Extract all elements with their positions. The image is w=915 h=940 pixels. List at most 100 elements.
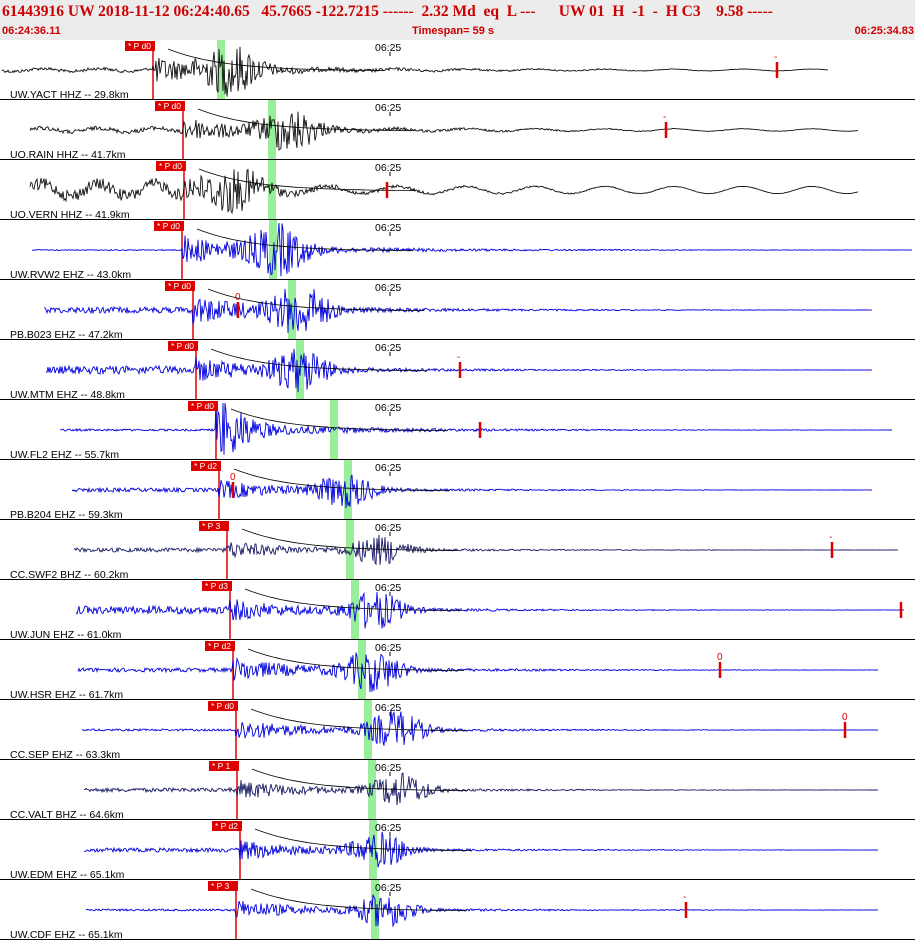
- station-label: CC.SWF2 BHZ -- 60.2km: [10, 569, 129, 581]
- coda-decay-curve: [207, 288, 425, 311]
- trace-panel[interactable]: * P 3 06:25 - CC.SWF2 BHZ -- 60.2km: [0, 520, 915, 581]
- phase-label-box[interactable]: [156, 161, 186, 171]
- coda-decay-curve: [167, 48, 385, 71]
- phase-label-box[interactable]: [209, 761, 239, 771]
- coda-decay-curve: [210, 348, 428, 371]
- station-label: CC.VALT BHZ -- 64.6km: [10, 809, 124, 821]
- minute-mark: 06:25: [375, 762, 401, 774]
- event-title: 61443916 UW 2018-11-12 06:24:40.65 45.76…: [2, 3, 773, 20]
- minute-mark: 06:25: [375, 42, 401, 54]
- minute-mark: 06:25: [375, 822, 401, 834]
- trace-panel[interactable]: * P d3 06:25 UW.JUN EHZ -- 61.0km: [0, 580, 915, 641]
- s-wave-window: [344, 460, 352, 520]
- trace-panel[interactable]: * P d0 06:25 0 PB.B023 EHZ -- 47.2km: [0, 280, 915, 341]
- phase-label-box[interactable]: [188, 401, 218, 411]
- station-label: UW.RVW2 EHZ -- 43.0km: [10, 269, 131, 281]
- phase-label-box[interactable]: [202, 581, 232, 591]
- minute-mark: 06:25: [375, 882, 401, 894]
- trace-panel[interactable]: * P d0 06:25 UW.FL2 EHZ -- 55.7km: [0, 400, 915, 461]
- phase-label: * P 1: [212, 761, 231, 771]
- phase-label-box[interactable]: [212, 821, 242, 831]
- phase-label-box[interactable]: [154, 221, 184, 231]
- coda-pick-tag: -: [683, 892, 686, 903]
- phase-label: * P d0: [211, 701, 234, 711]
- phase-label-box[interactable]: [155, 101, 185, 111]
- station-label: UW.MTM EHZ -- 48.8km: [10, 389, 125, 401]
- end-time: 06:25:34.83: [854, 25, 914, 37]
- phase-label-box[interactable]: [165, 281, 195, 291]
- coda-pick-tag: -: [457, 352, 460, 363]
- station-label: UW.HSR EHZ -- 61.7km: [10, 689, 123, 701]
- coda-pick-tag: 0: [842, 712, 848, 723]
- phase-label: * P d0: [128, 41, 151, 51]
- s-wave-window: [368, 760, 376, 820]
- coda-decay-curve: [250, 888, 468, 911]
- phase-label: * P d3: [205, 581, 228, 591]
- minute-mark: 06:25: [375, 462, 401, 474]
- coda-decay-curve: [233, 468, 451, 491]
- waveform: [44, 288, 872, 333]
- trace-panel[interactable]: * P d2 06:25 0 PB.B204 EHZ -- 59.3km: [0, 460, 915, 521]
- coda-decay-curve: [198, 168, 416, 191]
- phase-label-box[interactable]: [191, 461, 221, 471]
- s-wave-window: [346, 520, 354, 580]
- coda-pick-tag: 0: [717, 652, 723, 663]
- waveform: [83, 772, 879, 806]
- station-label: UW.FL2 EHZ -- 55.7km: [10, 449, 119, 461]
- coda-decay-curve: [197, 108, 415, 131]
- minute-mark: 06:25: [375, 642, 401, 654]
- station-label: UW.EDM EHZ -- 65.1km: [10, 869, 125, 881]
- trace-panel[interactable]: * P 3 06:25 - UW.CDF EHZ -- 65.1km: [0, 880, 915, 940]
- trace-panel[interactable]: * P d0 06:25 UW.RVW2 EHZ -- 43.0km: [0, 220, 915, 281]
- waveform: [1, 46, 828, 97]
- waveform: [29, 111, 859, 151]
- trace-panel[interactable]: * P d2 06:25 UW.EDM EHZ -- 65.1km: [0, 820, 915, 881]
- phase-label-box[interactable]: [168, 341, 198, 351]
- trace-panel[interactable]: * P d0 06:25 - UO.RAIN HHZ -- 41.7km: [0, 100, 915, 161]
- trace-panel[interactable]: * P d2 06:25 0 UW.HSR EHZ -- 61.7km: [0, 640, 915, 701]
- coda-decay-curve: [250, 708, 468, 731]
- phase-label: * P d0: [171, 341, 194, 351]
- minute-mark: 06:25: [375, 402, 401, 414]
- trace-panel[interactable]: * P 1 06:25 CC.VALT BHZ -- 64.6km: [0, 760, 915, 821]
- coda-decay-curve: [241, 528, 459, 551]
- station-label: CC.SEP EHZ -- 63.3km: [10, 749, 120, 761]
- coda-decay-curve: [244, 588, 462, 611]
- phase-label: * P d0: [157, 221, 180, 231]
- coda-decay-curve: [230, 408, 448, 431]
- station-label: UW.YACT HHZ -- 29.8km: [10, 89, 129, 101]
- waveform: [75, 591, 904, 629]
- waveform: [73, 534, 899, 566]
- phase-label-box[interactable]: [208, 701, 238, 711]
- s-wave-window: [369, 820, 377, 880]
- timespan-label: Timespan= 59 s: [412, 25, 495, 37]
- s-wave-window: [268, 100, 276, 160]
- minute-mark: 06:25: [375, 222, 401, 234]
- trace-panel[interactable]: * P d0 06:25 - UW.YACT HHZ -- 29.8km: [0, 40, 915, 101]
- trace-panel[interactable]: * P d0 06:25 - UW.MTM EHZ -- 48.8km: [0, 340, 915, 401]
- minute-mark: 06:25: [375, 342, 401, 354]
- trace-panel[interactable]: * P d0 06:25 0 CC.SEP EHZ -- 63.3km: [0, 700, 915, 761]
- waveform: [84, 831, 879, 868]
- waveform: [85, 894, 878, 928]
- phase-label-box[interactable]: [125, 41, 155, 51]
- seismogram-panels[interactable]: * P d0 06:25 - UW.YACT HHZ -- 29.8km * P d0 0…: [0, 40, 915, 940]
- coda-decay-curve: [254, 828, 472, 851]
- minute-mark: 06:25: [375, 102, 401, 114]
- s-wave-window: [268, 160, 276, 220]
- phase-label-box[interactable]: [199, 521, 229, 531]
- station-label: PB.B204 EHZ -- 59.3km: [10, 509, 123, 521]
- coda-decay-curve: [251, 768, 469, 791]
- phase-label-box[interactable]: [208, 881, 238, 891]
- minute-mark: 06:25: [375, 162, 401, 174]
- phase-label-box[interactable]: [205, 641, 235, 651]
- phase-label: * P d2: [215, 821, 238, 831]
- station-label: UO.VERN HHZ -- 41.9km: [10, 209, 130, 221]
- minute-mark: 06:25: [375, 702, 401, 714]
- waveform: [59, 402, 893, 455]
- coda-decay-curve: [196, 228, 414, 251]
- coda-pick-tag: -: [774, 52, 777, 63]
- phase-label: * P d2: [208, 641, 231, 651]
- trace-panel[interactable]: * P d0 06:25 UO.VERN HHZ -- 41.9km: [0, 160, 915, 221]
- station-label: PB.B023 EHZ -- 47.2km: [10, 329, 123, 341]
